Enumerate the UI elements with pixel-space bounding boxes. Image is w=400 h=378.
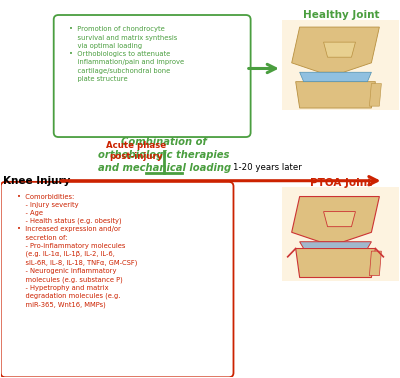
Polygon shape bbox=[370, 251, 381, 276]
Bar bbox=[282, 20, 400, 110]
FancyBboxPatch shape bbox=[54, 15, 251, 137]
Polygon shape bbox=[292, 27, 379, 72]
Text: PTOA Joint: PTOA Joint bbox=[310, 178, 372, 188]
Text: Knee Injury: Knee Injury bbox=[3, 176, 70, 186]
Text: Combination of
orthobiologic therapies
and mechanical loading: Combination of orthobiologic therapies a… bbox=[98, 137, 231, 174]
Polygon shape bbox=[324, 42, 356, 57]
Polygon shape bbox=[370, 84, 381, 106]
Polygon shape bbox=[296, 248, 375, 277]
Text: •  Comorbidities:
    - Injury severity
    - Age
    - Health status (e.g. obes: • Comorbidities: - Injury severity - Age… bbox=[18, 194, 138, 308]
Polygon shape bbox=[324, 212, 356, 227]
Polygon shape bbox=[300, 242, 372, 248]
Polygon shape bbox=[296, 82, 375, 108]
Text: •  Promotion of chondrocyte
    survival and matrix synthesis
    via optimal lo: • Promotion of chondrocyte survival and … bbox=[69, 26, 184, 82]
Polygon shape bbox=[300, 72, 372, 82]
Text: Acute phase
post-injury: Acute phase post-injury bbox=[106, 141, 166, 161]
FancyBboxPatch shape bbox=[1, 182, 234, 377]
Bar bbox=[282, 187, 400, 281]
Text: 1-20 years later: 1-20 years later bbox=[233, 163, 302, 172]
Polygon shape bbox=[292, 197, 379, 242]
Text: Healthy Joint: Healthy Joint bbox=[303, 10, 380, 20]
